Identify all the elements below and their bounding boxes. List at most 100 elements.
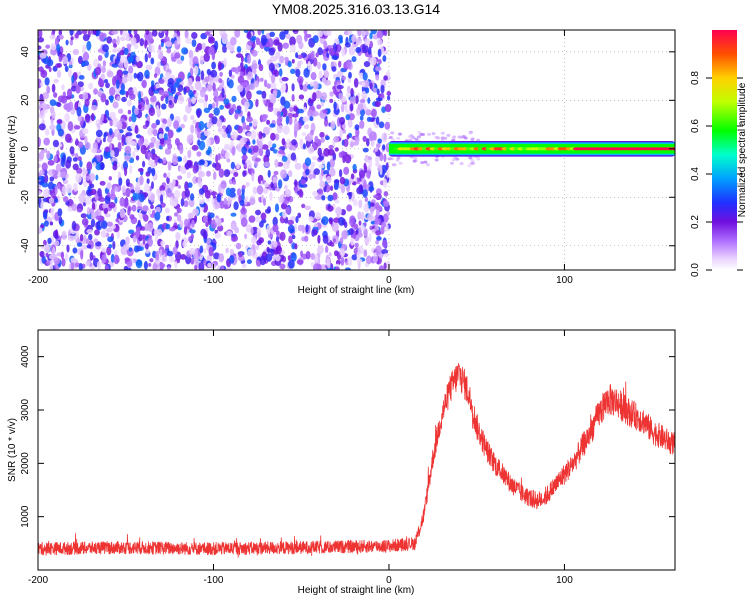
heatmap-cell [38, 37, 45, 43]
heatmap-cell [173, 189, 181, 199]
heatmap-cell [245, 181, 250, 187]
heatmap-cell [251, 244, 256, 250]
heatmap-cell [344, 267, 351, 270]
heatmap-cell [330, 185, 334, 191]
heatmap-cell [279, 231, 286, 241]
heatmap-cell [52, 139, 60, 148]
heatmap-cell [381, 132, 388, 143]
heatmap-cell [384, 121, 391, 130]
heatmap-cell [350, 141, 354, 148]
heatmap-cell [349, 215, 356, 224]
heatmap-cell [247, 71, 254, 81]
heatmap-cell [174, 260, 178, 269]
heatmap-cell [311, 161, 316, 168]
heatmap-cell [236, 84, 244, 93]
heatmap-cell [281, 155, 288, 162]
heatmap-cell [112, 163, 118, 171]
heatmap-cell [179, 144, 184, 155]
heatmap-cell [147, 208, 152, 215]
heatmap-cell [240, 217, 248, 228]
heatmap-cell [112, 48, 119, 53]
heatmap-cell [213, 252, 220, 260]
heatmap-cell [255, 209, 261, 216]
heatmap-cell [235, 242, 242, 250]
heatmap-cell [83, 169, 88, 175]
heatmap-cell [184, 218, 189, 227]
heatmap-cell [348, 71, 352, 79]
heatmap-cell [147, 222, 154, 232]
heatmap-cell [259, 255, 267, 266]
heatmap-cell [243, 30, 249, 33]
heatmap-cell [246, 31, 252, 40]
heatmap-cell [142, 205, 149, 212]
heatmap-cell [222, 44, 227, 53]
heatmap-cell [234, 30, 241, 38]
heatmap-cell [298, 188, 303, 198]
heatmap-cell [203, 248, 207, 254]
heatmap-cell [365, 109, 372, 116]
heatmap-cell [322, 234, 329, 244]
heatmap-cell [325, 245, 329, 253]
heatmap-cell [198, 262, 205, 270]
heatmap-cell [307, 60, 312, 71]
heatmap-cell [39, 250, 45, 258]
heatmap-cell [311, 229, 316, 237]
heatmap-cell [411, 136, 416, 140]
heatmap-cell [294, 243, 298, 250]
heatmap-cell [283, 200, 289, 205]
heatmap-cell [267, 140, 273, 148]
heatmap-cell [275, 254, 281, 262]
heatmap-cell [280, 169, 288, 179]
heatmap-cell [278, 68, 283, 77]
heatmap-cell [154, 233, 158, 243]
heatmap-cell [165, 188, 173, 198]
heatmap-cell [192, 90, 196, 95]
heatmap-cell [375, 66, 382, 72]
heatmap-cell [252, 186, 258, 195]
heatmap-cell [244, 233, 248, 240]
heatmap-cell [327, 263, 331, 269]
heatmap-cell [125, 135, 133, 145]
heatmap-cell [250, 227, 254, 235]
heatmap-cell [56, 119, 63, 125]
heatmap-cell [43, 210, 48, 220]
heatmap-cell [230, 161, 236, 170]
colorbar-tick-label: 0.2 [690, 215, 701, 229]
heatmap-cell [337, 70, 344, 78]
heatmap-cell [99, 180, 106, 186]
heatmap-cell [269, 191, 273, 201]
heatmap-cell [125, 132, 133, 137]
heatmap-cell [353, 199, 358, 207]
heatmap-cell [369, 82, 373, 90]
heatmap-cell [261, 90, 267, 99]
heatmap-cell [268, 47, 275, 56]
heatmap-cell [61, 258, 66, 267]
y-tick-label: -20 [20, 190, 31, 205]
heatmap-cell [233, 172, 239, 177]
heatmap-cell [287, 255, 292, 261]
heatmap-cell [254, 157, 261, 162]
heatmap-cell [167, 172, 171, 179]
heatmap-cell [350, 103, 354, 112]
heatmap-cell [262, 187, 269, 194]
heatmap-cell [216, 118, 223, 128]
heatmap-cell [198, 160, 205, 166]
heatmap-cell [126, 43, 132, 48]
y-tick-label: 4000 [20, 345, 31, 368]
heatmap-cell [133, 245, 140, 253]
heatmap-cell [339, 116, 346, 125]
heatmap-cell [67, 88, 72, 98]
heatmap-cell [386, 91, 392, 96]
heatmap-cell [166, 215, 170, 221]
heatmap-cell [92, 30, 97, 36]
heatmap-cell [261, 219, 267, 224]
heatmap-cell [142, 160, 146, 168]
heatmap-cell [239, 71, 245, 78]
heatmap-cell [150, 204, 154, 210]
heatmap-cell [200, 70, 205, 81]
heatmap-cell [323, 148, 330, 157]
heatmap-cell [355, 127, 360, 138]
heatmap-cell [339, 37, 343, 43]
heatmap-cell [50, 51, 57, 56]
